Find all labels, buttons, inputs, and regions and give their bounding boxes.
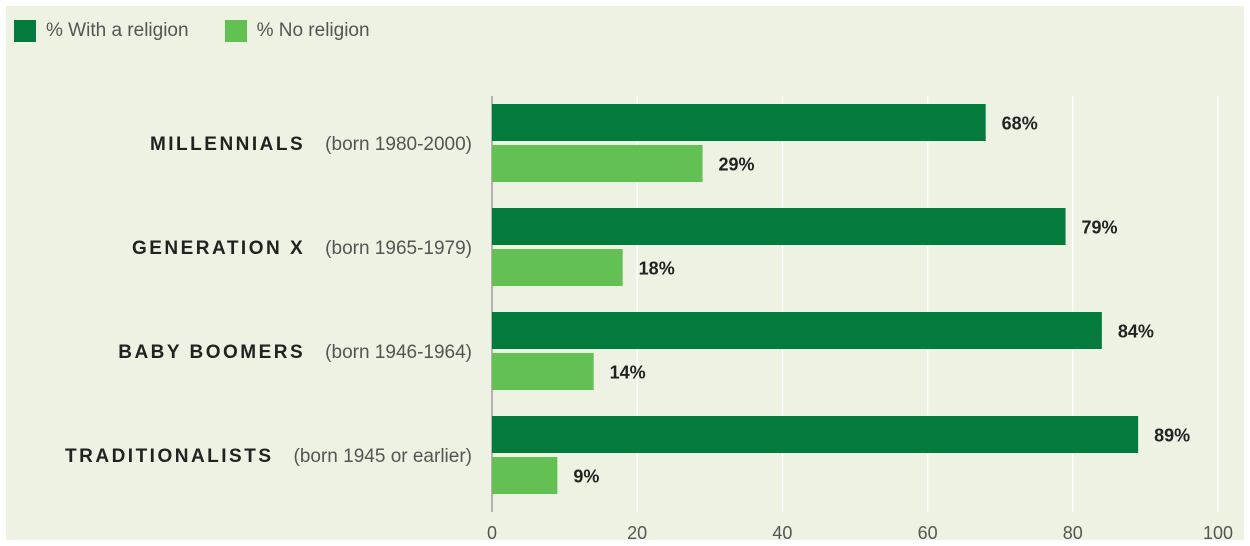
category-subtitle: (born 1965-1979) [325,238,472,259]
bar [492,312,1102,349]
category-label: BABY BOOMERS [118,342,305,363]
category-label: GENERATION X [132,238,305,259]
bar [492,416,1139,453]
bar [492,353,594,390]
bar [492,104,986,141]
bar [492,249,623,286]
x-tick-label: 20 [627,523,647,543]
data-label: 68% [1002,114,1038,134]
x-tick-label: 100 [1203,523,1233,543]
legend-swatch-with-religion [14,20,36,42]
chart-legend: % With a religion % No religion [14,16,370,46]
category-label: MILLENNIALS [150,134,305,155]
category-label: TRADITIONALISTS [65,446,274,467]
category-subtitle: (born 1980-2000) [325,134,472,155]
legend-item-no-religion: % No religion [224,20,370,42]
x-tick-label: 0 [487,523,497,543]
x-tick-label: 80 [1063,523,1083,543]
bar [492,208,1066,245]
legend-label-no-religion: % No religion [256,20,370,41]
data-label: 89% [1154,426,1190,446]
legend-item-with-religion: % With a religion [14,20,189,42]
legend-swatch-no-religion [224,20,247,42]
legend-label-with-religion: % With a religion [46,20,189,41]
data-label: 84% [1118,322,1154,342]
data-label: 79% [1082,218,1118,238]
bar [492,457,558,494]
x-tick-label: 40 [772,523,792,543]
data-label: 18% [639,259,675,279]
category-subtitle: (born 1945 or earlier) [294,446,472,467]
x-tick-label: 60 [918,523,938,543]
data-label: 29% [719,155,755,175]
category-subtitle: (born 1946-1964) [325,342,472,363]
bar [492,145,703,182]
data-label: 14% [610,363,646,383]
data-label: 9% [573,467,599,487]
